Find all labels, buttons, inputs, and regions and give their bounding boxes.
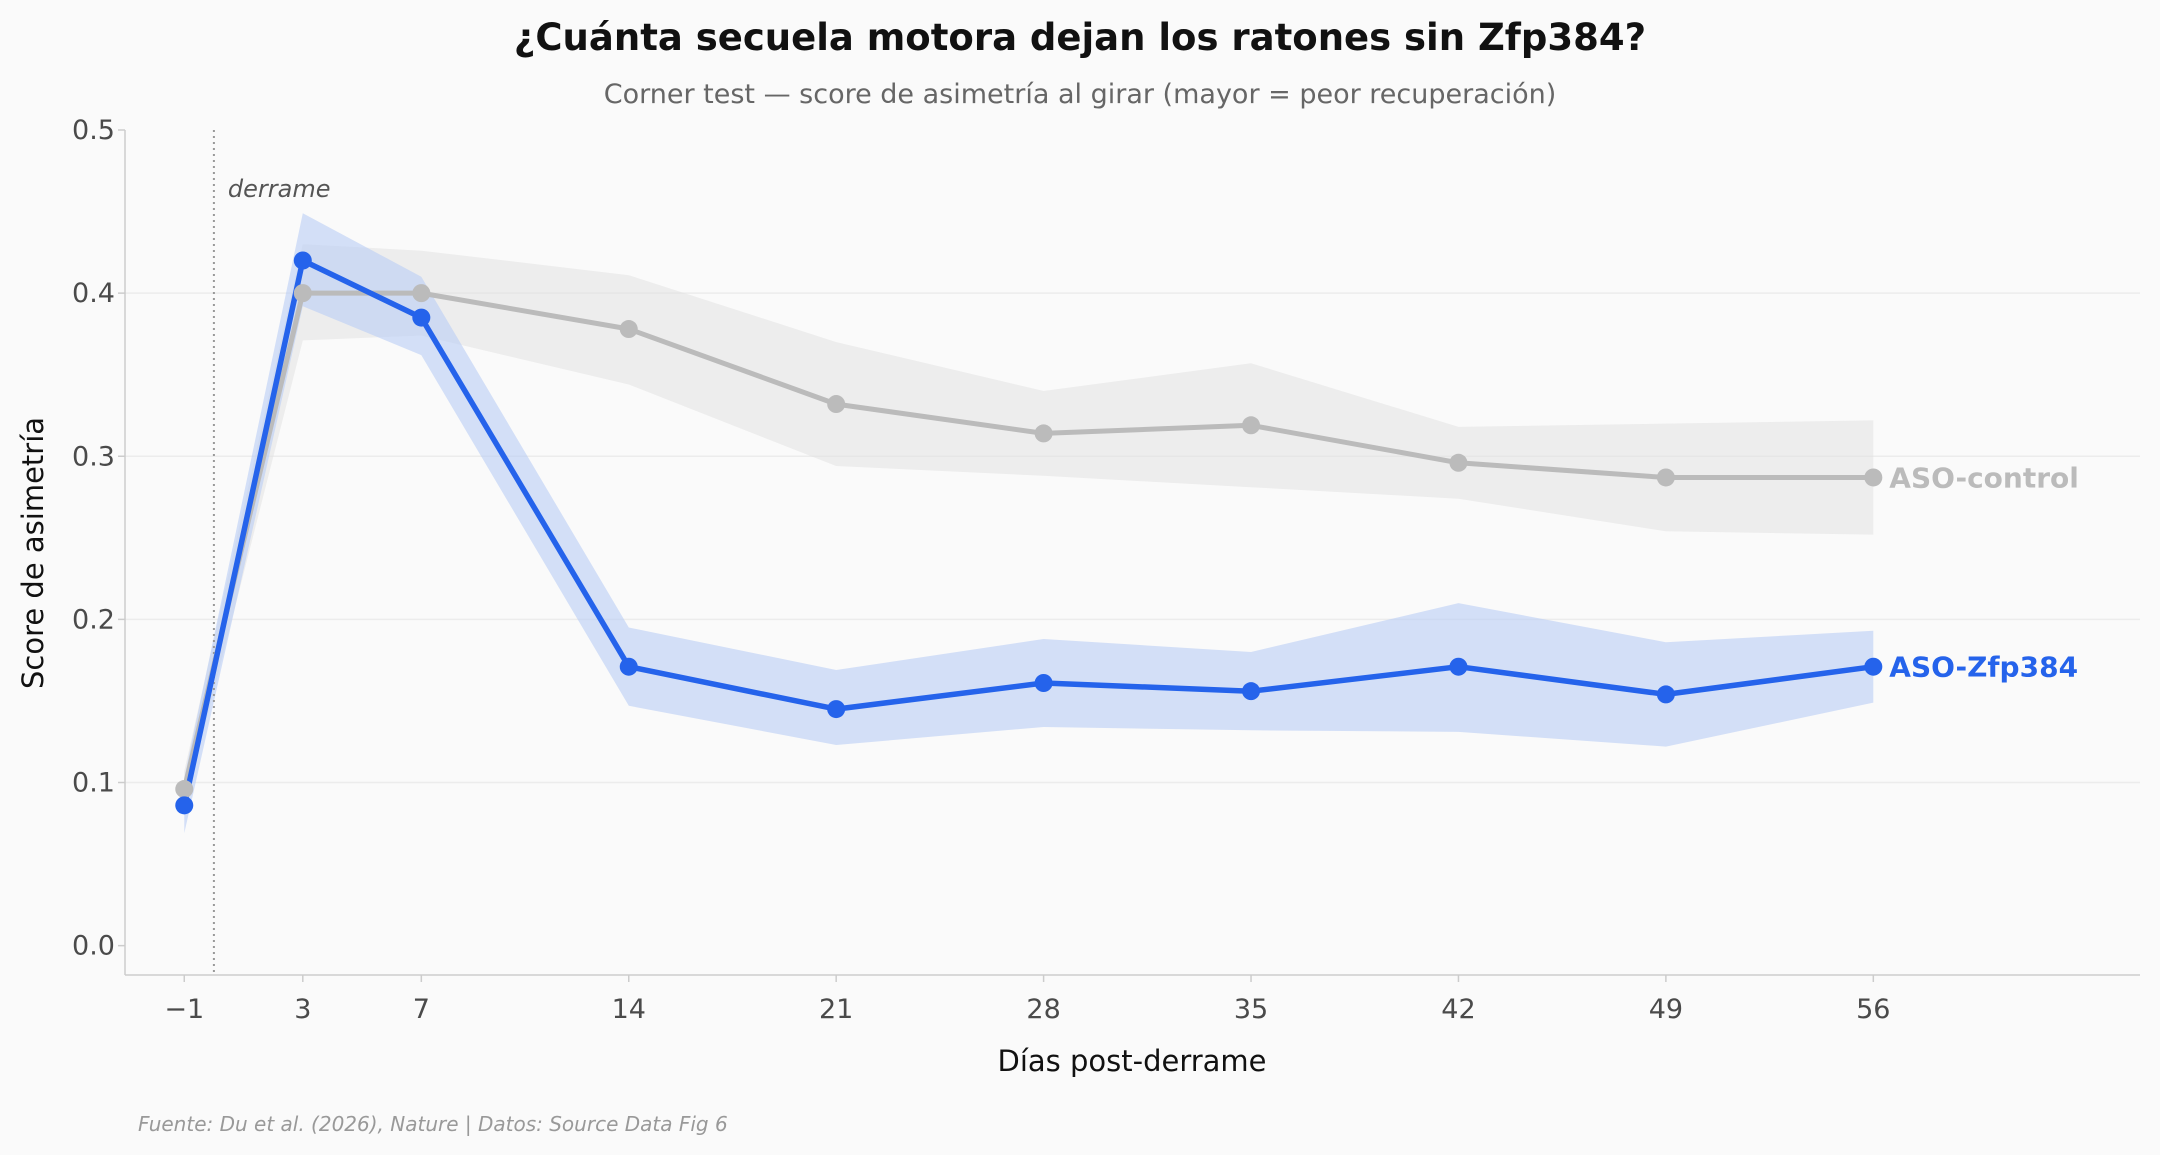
aso-zfp384-line [181,257,1877,809]
aso-zfp384-point [1864,657,1883,676]
annotations: derrame [212,130,331,975]
y-tick-label: 0.3 [72,441,115,472]
y-axis-label: Score de asimetría [16,417,50,689]
aso-zfp384-label: ASO-Zfp384 [1889,651,2078,684]
y-tick-label: 0.0 [72,931,115,962]
x-tick-label: 49 [1649,994,1683,1025]
x-tick-label: 7 [413,994,430,1025]
x-tick-label: 56 [1856,994,1890,1025]
stroke-event-label: derrame [228,175,331,203]
x-tick-label: −1 [164,994,204,1025]
chart-title: ¿Cuánta secuela motora dejan los ratones… [514,16,1646,59]
aso-control-point [1656,468,1675,487]
source-note: Fuente: Du et al. (2026), Nature | Datos… [138,1112,728,1136]
y-tick-label: 0.5 [72,115,115,146]
x-tick-label: 28 [1026,994,1060,1025]
x-tick-label: 35 [1234,994,1268,1025]
x-tick-label: 21 [819,994,853,1025]
chart-subtitle: Corner test — score de asimetría al gira… [604,79,1557,110]
aso-control-line [181,290,1876,792]
aso-zfp384-point [1656,685,1675,704]
y-tick-label: 0.4 [72,278,115,309]
series-points [175,251,1883,815]
aso-zfp384-point [293,251,312,270]
aso-zfp384-point [175,796,194,815]
aso-zfp384-point [1034,674,1053,693]
aso-zfp384-point [619,657,638,676]
aso-control-point [175,780,194,799]
aso-zfp384-point [1449,657,1468,676]
axes [124,130,2140,976]
confidence-bands [184,213,1874,834]
axis-ticks: 0.0 0.1 0.2 0.3 0.4 0.5 −1 3 7 14 21 28 35 42 49 56 [72,115,1890,1025]
aso-control-label: ASO-control [1889,461,2079,494]
aso-control-point [827,395,846,414]
aso-control-point [1034,424,1053,443]
x-axis-label: Días post-derrame [997,1044,1266,1078]
x-tick-label: 42 [1441,994,1475,1025]
x-tick-label: 3 [294,994,311,1025]
aso-control-point [293,284,312,303]
y-tick-label: 0.1 [72,768,115,799]
aso-control-point [1449,453,1468,472]
aso-control-point [412,284,431,303]
x-tick-label: 14 [612,994,646,1025]
aso-zfp384-point [412,308,431,327]
aso-control-point [619,320,638,339]
aso-control-point [1242,416,1261,435]
aso-zfp384-point [827,700,846,719]
aso-zfp384-band [184,213,1874,834]
aso-control-point [1864,468,1883,487]
series-labels: ASO-control ASO-Zfp384 [1889,461,2079,683]
y-tick-label: 0.2 [72,604,115,635]
series-lines [181,257,1877,809]
aso-zfp384-point [1242,682,1261,701]
